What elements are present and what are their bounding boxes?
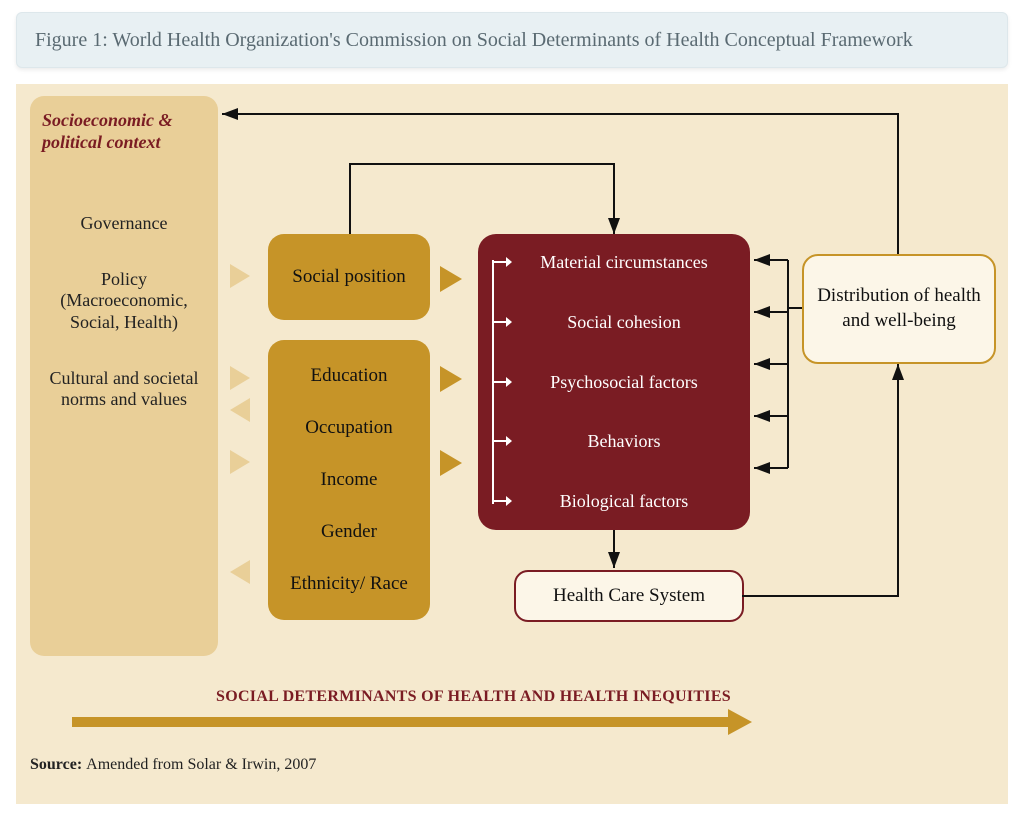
arrow-head-icon — [728, 709, 752, 735]
health-care-label: Health Care System — [553, 585, 705, 607]
red-item-material: Material circumstances — [512, 252, 736, 273]
source-text: Source: Amended from Solar & Irwin, 2007 — [30, 756, 316, 774]
distribution-box: Distribution of health and well-being — [802, 254, 996, 364]
red-item-behaviors: Behaviors — [512, 431, 736, 452]
tick-icon — [492, 261, 506, 263]
arrow-shaft — [72, 717, 728, 727]
health-care-box: Health Care System — [514, 570, 744, 622]
left-column-header: Socioeconomic & political context — [42, 110, 206, 153]
social-position-box: Social position — [268, 234, 430, 320]
triangle-left-icon — [230, 398, 250, 422]
left-column: Socioeconomic & political context Govern… — [30, 96, 218, 656]
factor-occupation: Occupation — [305, 417, 393, 439]
triangle-right-icon — [230, 366, 250, 390]
red-item-cohesion: Social cohesion — [512, 312, 736, 333]
intermediary-block: Material circumstances Social cohesion P… — [478, 234, 750, 530]
tick-icon — [492, 440, 506, 442]
distribution-label: Distribution of health and well-being — [812, 284, 986, 333]
factors-block: Education Occupation Income Gender Ethni… — [268, 340, 430, 620]
triangle-right-icon — [440, 266, 462, 292]
factor-education: Education — [310, 365, 387, 387]
tick-icon — [492, 381, 506, 383]
left-item-governance: Governance — [42, 213, 206, 235]
factor-income: Income — [321, 469, 378, 491]
tick-icon — [492, 321, 506, 323]
red-item-psychosocial: Psychosocial factors — [512, 372, 736, 393]
social-position-label: Social position — [292, 266, 405, 288]
left-column-items: Governance Policy (Macroeconomic, Social… — [42, 213, 206, 411]
factor-ethnicity: Ethnicity/ Race — [290, 573, 408, 595]
factor-gender: Gender — [321, 521, 377, 543]
figure-title-text: Figure 1: World Health Organization's Co… — [35, 29, 913, 51]
diagram-canvas: Socioeconomic & political context Govern… — [16, 84, 1008, 804]
figure-title: Figure 1: World Health Organization's Co… — [16, 12, 1008, 68]
triangle-right-icon — [440, 450, 462, 476]
left-item-cultural: Cultural and societal norms and values — [42, 368, 206, 411]
tick-icon — [492, 500, 506, 502]
left-item-policy: Policy (Macroeconomic, Social, Health) — [42, 269, 206, 334]
red-item-biological: Biological factors — [512, 491, 736, 512]
triangle-right-icon — [230, 264, 250, 288]
diagram: Socioeconomic & political context Govern… — [16, 84, 1008, 804]
bottom-arrow — [72, 712, 752, 732]
triangle-right-icon — [230, 450, 250, 474]
bottom-label: SOCIAL DETERMINANTS OF HEALTH AND HEALTH… — [216, 688, 731, 706]
triangle-left-icon — [230, 560, 250, 584]
triangle-right-icon — [440, 366, 462, 392]
intermediary-items: Material circumstances Social cohesion P… — [512, 252, 736, 512]
